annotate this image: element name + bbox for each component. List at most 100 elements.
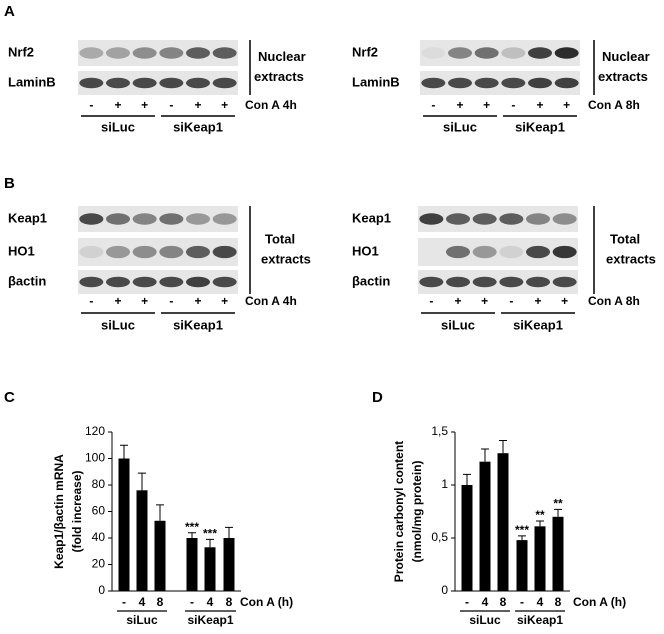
error-bar (206, 538, 214, 548)
condition-label: Con A 4h (245, 98, 297, 112)
x-tick-label: 4 (207, 595, 214, 609)
x-tick-label: 8 (500, 595, 507, 609)
band (421, 77, 446, 89)
band (472, 245, 497, 259)
band (106, 77, 130, 89)
group-label: siLuc (101, 119, 135, 134)
panel-label: B (4, 175, 15, 192)
y-tick-label: 1,5 (431, 424, 448, 438)
group-label: siLuc (441, 317, 475, 332)
band (448, 77, 472, 89)
band (106, 47, 130, 59)
row-label: βactin (8, 273, 46, 288)
band (526, 276, 550, 288)
x-tick-label: - (465, 595, 469, 609)
x-tick-label: 8 (157, 595, 164, 609)
treatment-mark: + (481, 294, 488, 308)
band (421, 47, 446, 59)
band (79, 213, 104, 225)
bar (534, 526, 546, 591)
y-tick-label: 120 (85, 424, 105, 438)
error-bar (463, 473, 471, 485)
y-tick-label: 1 (441, 477, 448, 491)
blot-strip (78, 40, 238, 66)
band (79, 77, 104, 89)
row-label: Nrf2 (8, 44, 34, 59)
x-tick-label: 4 (537, 595, 544, 609)
y-tick-label: 20 (92, 557, 106, 571)
band (186, 276, 210, 288)
group-label: siLuc (443, 119, 477, 134)
bracket-label: extracts (598, 69, 648, 84)
y-axis-label: Protein carbonyl content (392, 441, 406, 582)
band (419, 276, 444, 288)
band (212, 77, 237, 89)
band (501, 47, 526, 59)
significance: *** (185, 520, 199, 534)
band (526, 213, 550, 225)
significance: *** (203, 526, 217, 540)
group-label: siKeap1 (513, 317, 563, 332)
error-bar (481, 448, 489, 462)
bracket-label: extracts (261, 251, 311, 266)
bar (516, 540, 528, 591)
band (499, 276, 524, 288)
y-axis-label: (fold increase) (70, 470, 84, 552)
y-tick-label: 0,5 (431, 530, 448, 544)
group-label: siKeap1 (515, 119, 565, 134)
y-tick-label: 40 (92, 530, 106, 544)
band (159, 77, 184, 89)
error-bar (138, 472, 146, 491)
band (526, 245, 550, 259)
band (499, 245, 524, 259)
band (472, 213, 497, 225)
band (106, 245, 130, 259)
y-tick-label: 60 (92, 504, 106, 518)
treatment-mark: + (534, 294, 541, 308)
group-label: siKeap1 (187, 613, 233, 627)
x-tick-label: - (190, 595, 194, 609)
band (446, 276, 470, 288)
row-label: Keap1 (352, 210, 391, 225)
blot-strip (418, 270, 578, 294)
panel-label: D (372, 389, 383, 406)
band (419, 213, 444, 225)
treatment-mark: - (431, 98, 435, 112)
bar (204, 547, 216, 591)
blot-strip (418, 206, 578, 232)
y-axis-label: Keap1/βactin mRNA (52, 454, 66, 569)
band (132, 276, 157, 288)
row-label: Keap1 (8, 210, 47, 225)
band (159, 245, 184, 259)
row-label: Nrf2 (352, 44, 378, 59)
band (212, 47, 237, 59)
bracket-label: Nuclear (602, 49, 650, 64)
x-axis-label: Con A (h) (240, 595, 293, 609)
row-label: HO1 (352, 243, 379, 258)
band (552, 213, 577, 225)
significance: *** (515, 523, 529, 537)
band (186, 213, 210, 225)
error-bar (554, 508, 562, 517)
band (132, 47, 157, 59)
treatment-mark: + (483, 98, 490, 112)
band (446, 245, 470, 259)
bar (461, 485, 473, 591)
group-label: siKeap1 (517, 613, 563, 627)
band (499, 213, 524, 225)
band (186, 47, 210, 59)
band (501, 77, 526, 89)
row-label: HO1 (8, 243, 35, 258)
treatment-mark: + (114, 294, 121, 308)
x-tick-label: 4 (482, 595, 489, 609)
condition-label: Con A 8h (588, 294, 640, 308)
band (79, 245, 104, 259)
band (212, 276, 237, 288)
significance: ** (553, 497, 563, 511)
treatment-mark: - (169, 98, 173, 112)
y-tick-label: 0 (441, 583, 448, 597)
x-tick-label: - (122, 595, 126, 609)
band (528, 47, 552, 59)
blot-strip (78, 71, 238, 95)
error-bar (518, 535, 526, 541)
